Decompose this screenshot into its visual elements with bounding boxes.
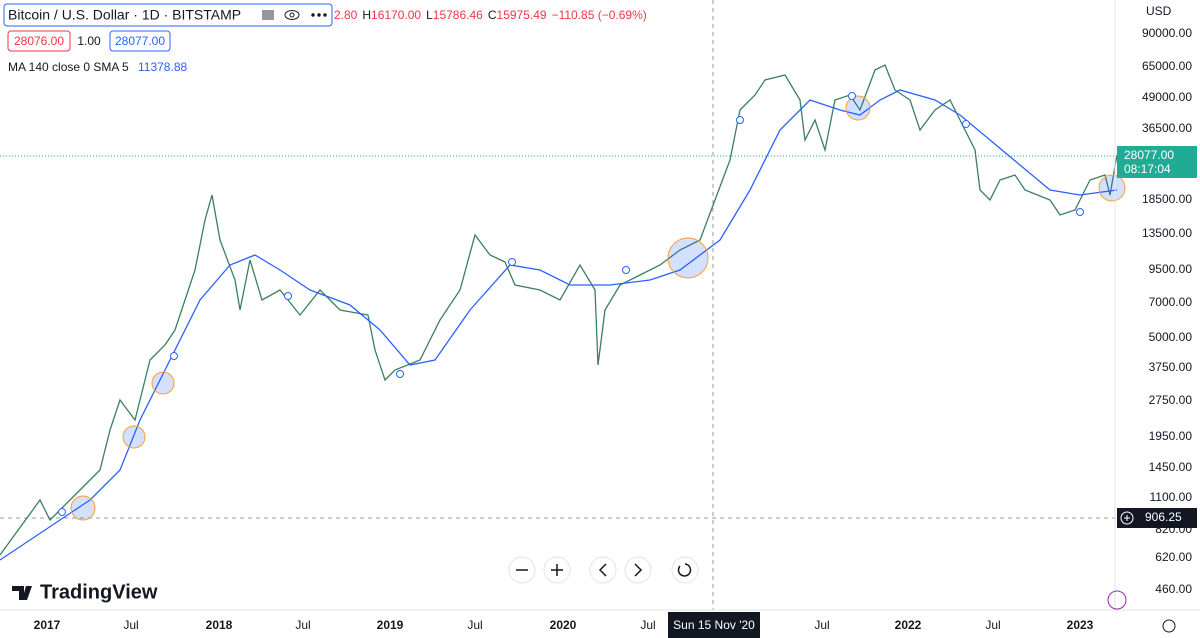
bid-box[interactable] xyxy=(7,30,71,52)
price-label: 620.00 xyxy=(1155,550,1192,564)
crosshair-time: Sun 15 Nov '20 xyxy=(673,618,755,632)
ask: 28077.00 xyxy=(115,34,165,48)
highlight-circles xyxy=(70,95,1126,521)
ohlc-value: 2.80 xyxy=(334,8,358,22)
price-label: 460.00 xyxy=(1155,582,1192,596)
change: −110.85 (−0.69%) xyxy=(552,8,647,22)
crosshair-price: 906.25 xyxy=(1145,510,1182,524)
time-label: 2020 xyxy=(550,618,577,632)
price-label: 1450.00 xyxy=(1149,460,1193,474)
price-label: 3750.00 xyxy=(1149,360,1193,374)
price-label: 7000.00 xyxy=(1149,295,1193,309)
ohlc-value: 15786.46 xyxy=(433,8,483,22)
price-label: 820.00 xyxy=(1155,522,1192,536)
signal-markers xyxy=(58,92,1084,516)
last-price-badge xyxy=(1117,146,1197,178)
price-label: 36500.00 xyxy=(1142,121,1192,135)
price-label: 1950.00 xyxy=(1149,429,1193,443)
time-label: 2023 xyxy=(1067,618,1094,632)
scroll-right[interactable] xyxy=(624,556,652,584)
ohlc-value: 15975.49 xyxy=(497,8,547,22)
indicator-name: MA 140 close 0 SMA 5 xyxy=(8,60,129,74)
price-label: 90000.00 xyxy=(1142,26,1192,40)
last-price: 28077.00 xyxy=(1124,148,1174,162)
ohlc-label: L xyxy=(426,8,433,22)
price-label: 65000.00 xyxy=(1142,59,1192,73)
price-label: 2750.00 xyxy=(1149,393,1193,407)
plus-icon-lines xyxy=(1124,515,1130,521)
symbol: Bitcoin / U.S. Dollar · 1D · BITSTAMP xyxy=(8,7,241,23)
symbol-box[interactable] xyxy=(3,3,333,27)
ohlc-value: 16170.00 xyxy=(371,8,421,22)
price-series xyxy=(0,64,1118,556)
ohlc-label: C xyxy=(488,8,497,22)
time-label: Jul xyxy=(640,618,655,632)
ask-box[interactable] xyxy=(109,30,171,52)
moving-average xyxy=(0,89,1118,561)
ohlc: 2.80 H16170.00 L15786.46 C15975.49 −110.85 (… xyxy=(334,8,647,22)
scroll-left[interactable] xyxy=(589,556,617,584)
spread: 1.00 xyxy=(77,34,101,48)
price-label: 13500.00 xyxy=(1142,226,1192,240)
time-label: 2017 xyxy=(34,618,61,632)
time-label: Jul xyxy=(123,618,138,632)
alert-icon[interactable] xyxy=(1107,590,1127,610)
price-label: 18500.00 xyxy=(1142,192,1192,206)
bid: 28076.00 xyxy=(14,34,64,48)
logo-mark xyxy=(12,586,32,600)
price-label: 9500.00 xyxy=(1149,262,1193,276)
price-label: 1100.00 xyxy=(1150,490,1193,504)
time-label: Jul xyxy=(295,618,310,632)
time-label: 2019 xyxy=(377,618,404,632)
price-label: 49000.00 xyxy=(1142,90,1192,104)
time-label: 2022 xyxy=(895,618,922,632)
control-glyphs xyxy=(516,563,692,577)
crosshair-price-badge xyxy=(1117,508,1197,528)
currency: USD xyxy=(1146,4,1172,18)
price-label: 5000.00 xyxy=(1149,330,1193,344)
settings-icon[interactable] xyxy=(1162,619,1176,633)
crosshair-time-badge xyxy=(668,612,760,638)
ohlc-label: H xyxy=(362,8,371,22)
time-label: Jul xyxy=(467,618,482,632)
time-label: Jul xyxy=(985,618,1000,632)
logo: TradingView xyxy=(40,581,158,603)
countdown: 08:17:04 xyxy=(1124,162,1171,176)
reset[interactable] xyxy=(671,556,699,584)
time-label: 2018 xyxy=(206,618,233,632)
symbol-icons xyxy=(262,10,327,20)
indicator-value: 11378.88 xyxy=(138,60,187,74)
time-label: Jul xyxy=(814,618,829,632)
plus-icon[interactable] xyxy=(1120,511,1134,525)
